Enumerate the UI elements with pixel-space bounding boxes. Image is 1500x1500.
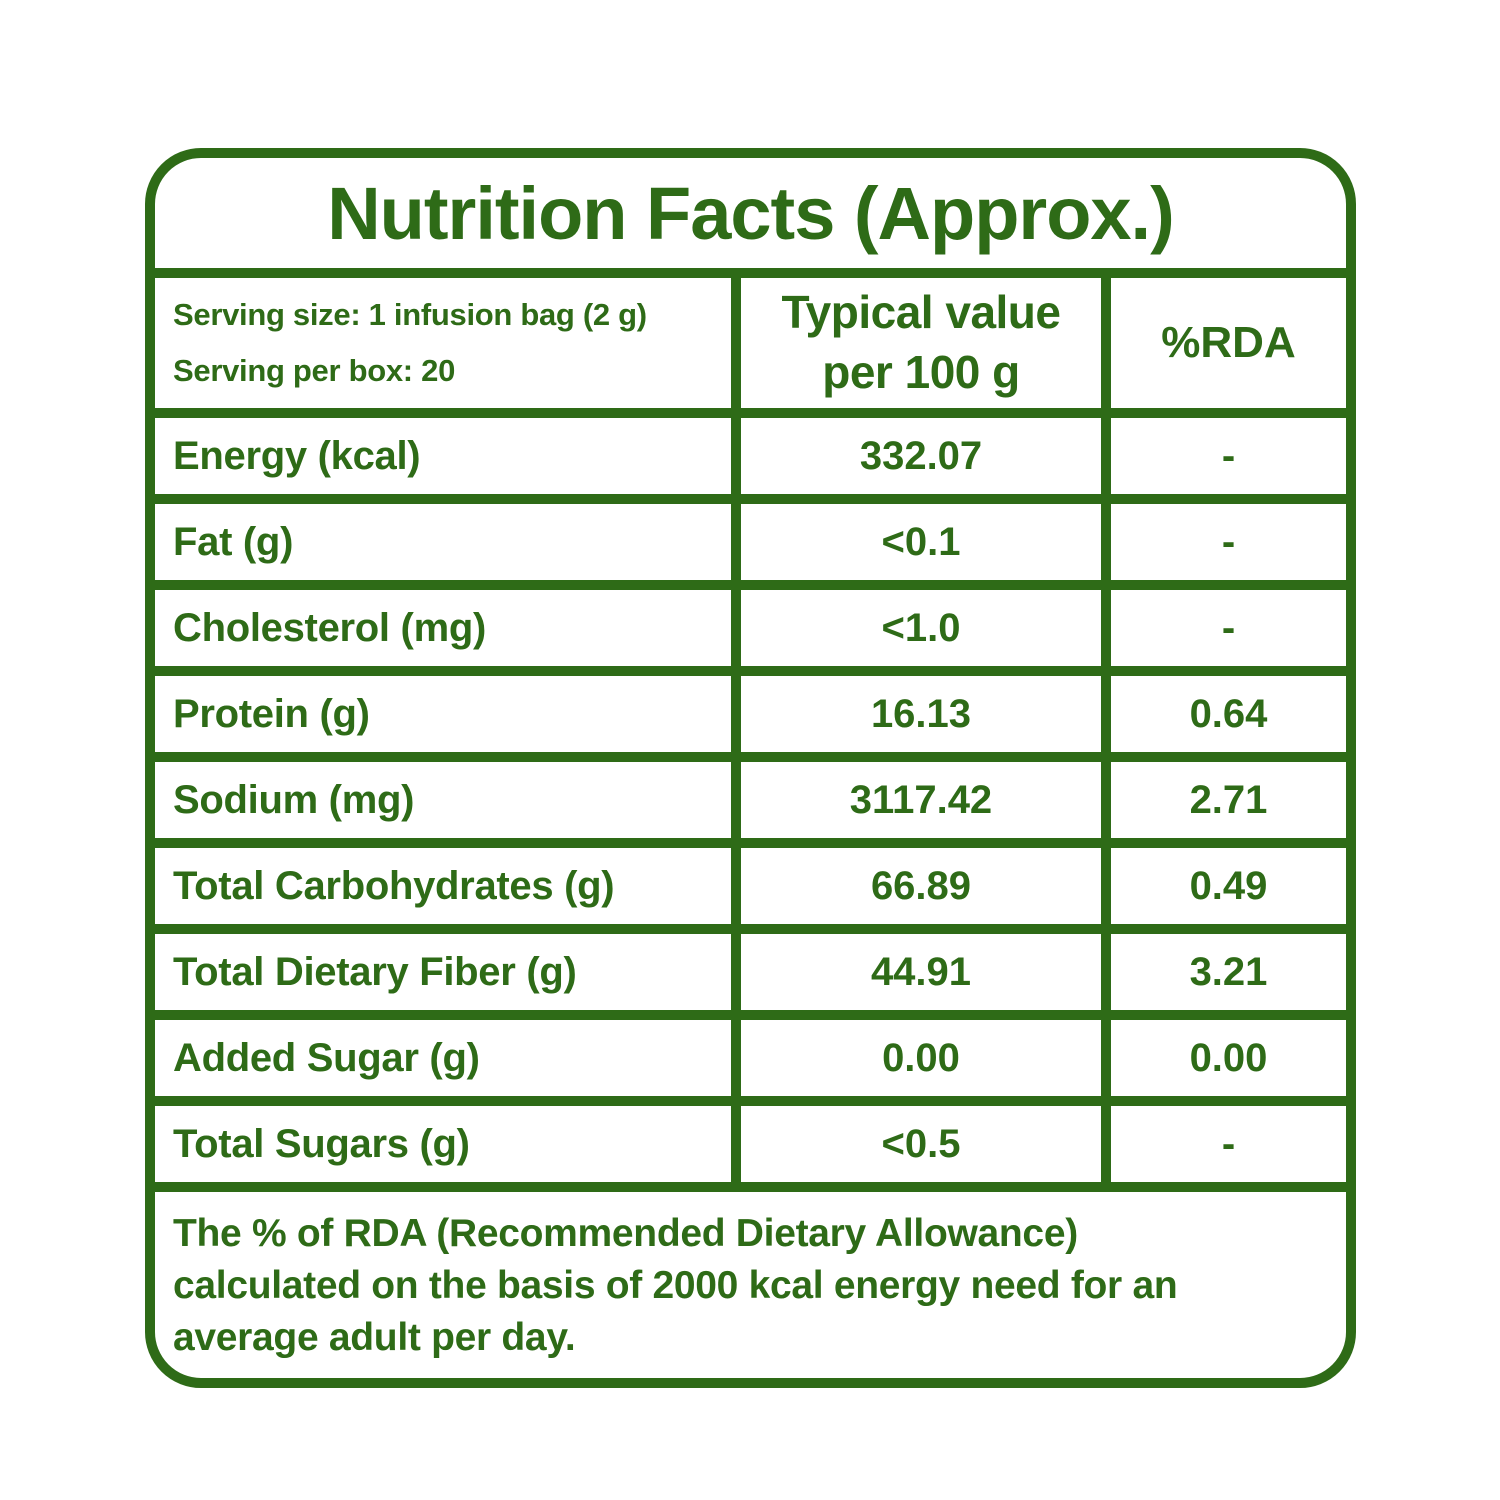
nutrient-value: 16.13	[731, 676, 1101, 752]
table-row-protein: Protein (g) 16.13 0.64	[155, 666, 1346, 752]
nutrient-name: Total Carbohydrates (g)	[173, 863, 615, 908]
nutrient-rda: 2.71	[1101, 762, 1346, 838]
typical-value-line1: Typical value	[781, 286, 1061, 339]
nutrient-value: 0.00	[731, 1020, 1101, 1096]
serving-size-text: Serving size: 1 infusion bag (2 g)	[173, 297, 647, 333]
nutrient-rda: 0.00	[1101, 1020, 1346, 1096]
serving-per-box-text: Serving per box: 20	[173, 353, 456, 388]
nutrition-facts-label: Nutrition Facts (Approx.) Serving size: …	[145, 148, 1356, 1388]
serving-info-cell: Serving size: 1 infusion bag (2 g) Servi…	[155, 278, 731, 408]
nutrient-rda: -	[1101, 1106, 1346, 1182]
table-row-total-dietary-fiber: Total Dietary Fiber (g) 44.91 3.21	[155, 924, 1346, 1010]
nutrient-name: Cholesterol (mg)	[173, 605, 486, 650]
nutrient-rda: 0.64	[1101, 676, 1346, 752]
typical-value-line2: per 100 g	[822, 346, 1020, 398]
table-row-fat: Fat (g) <0.1 -	[155, 494, 1346, 580]
table-row-total-carbohydrates: Total Carbohydrates (g) 66.89 0.49	[155, 838, 1346, 924]
column-header-rda: %RDA	[1101, 278, 1346, 408]
nutrient-value: <0.5	[731, 1106, 1101, 1182]
footnote-line: average adult per day.	[173, 1315, 576, 1359]
table-header-row: Serving size: 1 infusion bag (2 g) Servi…	[155, 278, 1346, 408]
rda-header-text: %RDA	[1161, 318, 1296, 367]
nutrient-value: <0.1	[731, 504, 1101, 580]
nutrient-rda: 0.49	[1101, 848, 1346, 924]
nutrient-name: Total Dietary Fiber (g)	[173, 949, 577, 994]
footnote-line: The % of RDA (Recommended Dietary Allowa…	[173, 1212, 1078, 1255]
nutrient-name: Added Sugar (g)	[173, 1035, 480, 1080]
nutrient-value: 3117.42	[731, 762, 1101, 838]
column-header-typical-value: Typical value per 100 g	[731, 278, 1101, 408]
table-row-added-sugar: Added Sugar (g) 0.00 0.00	[155, 1010, 1346, 1096]
rda-footnote: The % of RDA (Recommended Dietary Allowa…	[155, 1182, 1346, 1378]
nutrient-rda: -	[1101, 418, 1346, 494]
table-row-energy: Energy (kcal) 332.07 -	[155, 408, 1346, 494]
footnote-line: calculated on the basis of 2000 kcal ene…	[173, 1263, 1178, 1307]
nutrient-rda: -	[1101, 590, 1346, 666]
nutrient-rda: 3.21	[1101, 934, 1346, 1010]
table-row-total-sugars: Total Sugars (g) <0.5 -	[155, 1096, 1346, 1182]
nutrient-value: <1.0	[731, 590, 1101, 666]
table-row-sodium: Sodium (mg) 3117.42 2.71	[155, 752, 1346, 838]
table-row-cholesterol: Cholesterol (mg) <1.0 -	[155, 580, 1346, 666]
nutrient-value: 44.91	[731, 934, 1101, 1010]
label-title: Nutrition Facts (Approx.)	[155, 158, 1346, 278]
nutrient-value: 66.89	[731, 848, 1101, 924]
nutrient-name: Protein (g)	[173, 691, 370, 736]
nutrient-name: Fat (g)	[173, 519, 294, 564]
nutrient-value: 332.07	[731, 418, 1101, 494]
nutrient-name: Energy (kcal)	[173, 433, 421, 478]
nutrient-name: Total Sugars (g)	[173, 1121, 470, 1166]
nutrient-name: Sodium (mg)	[173, 777, 415, 822]
nutrient-rda: -	[1101, 504, 1346, 580]
